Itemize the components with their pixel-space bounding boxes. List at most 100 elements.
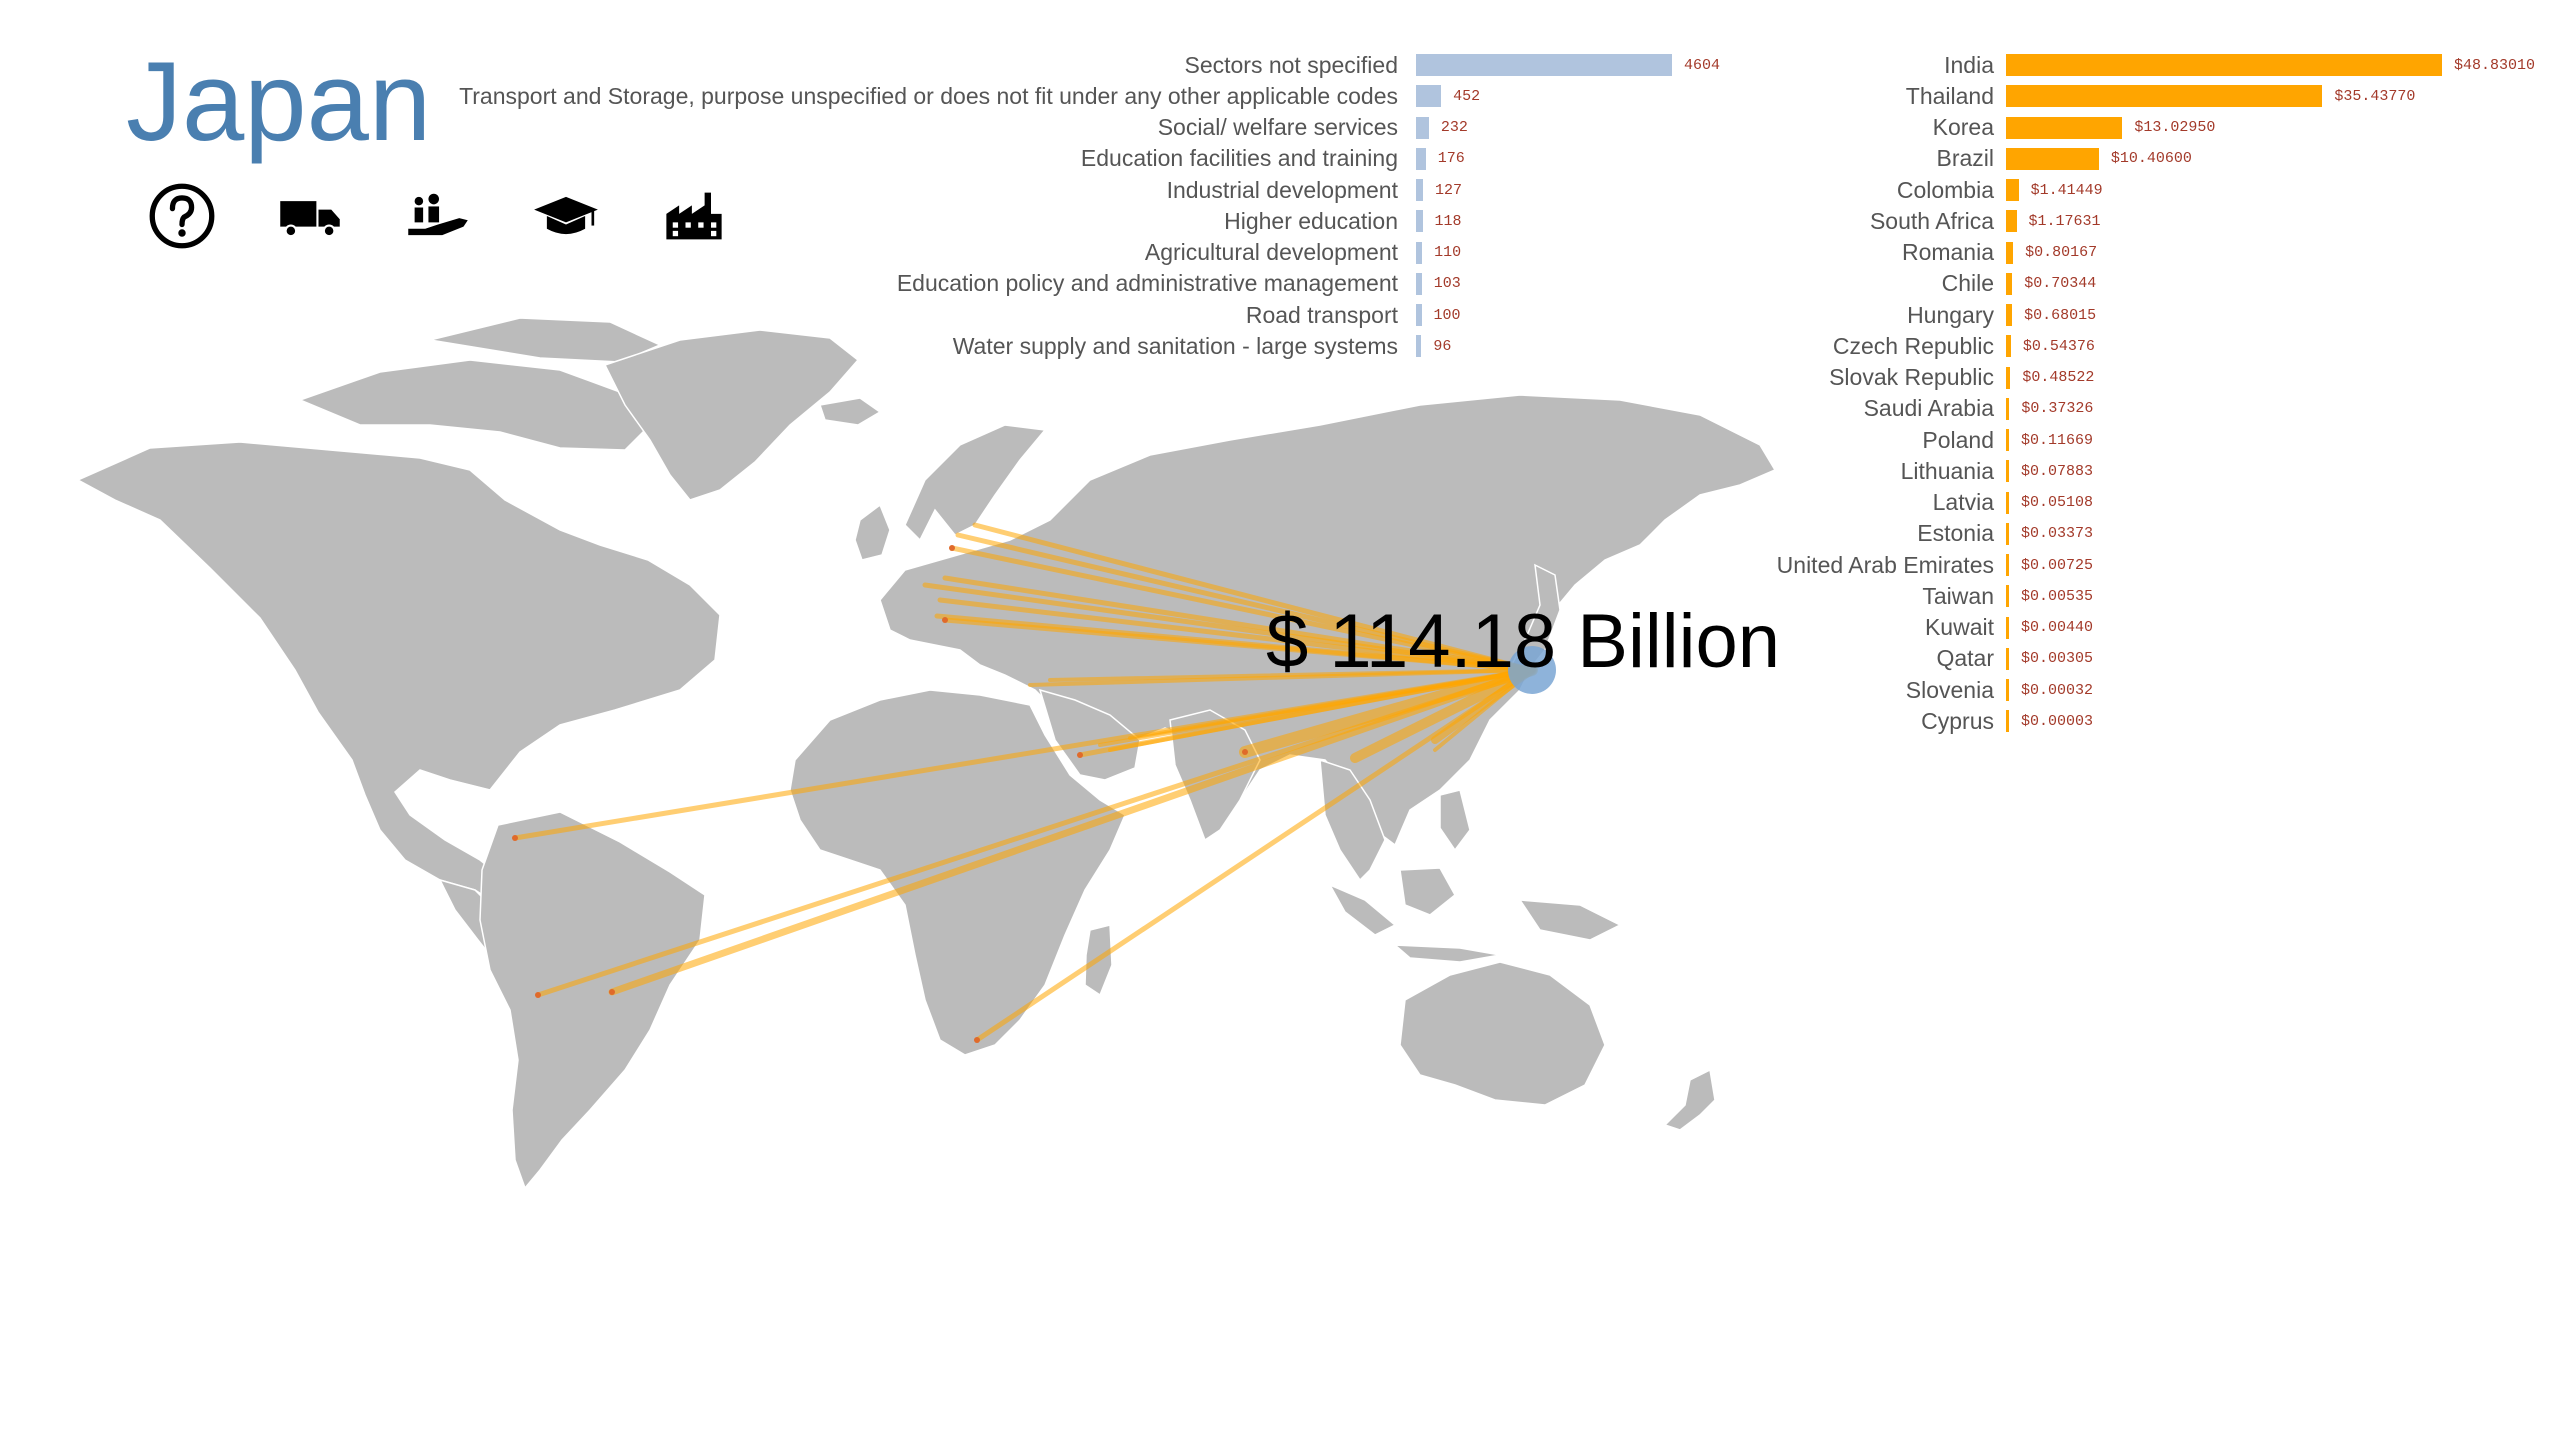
sector-row[interactable]: Social/ welfare services 232	[0, 113, 1750, 143]
row-bar	[2006, 585, 2009, 608]
sector-row[interactable]: Transport and Storage, purpose unspecifi…	[0, 81, 1750, 111]
row-value: $0.68015	[2024, 306, 2097, 324]
row-bar	[2006, 460, 2009, 483]
row-label: Transport and Storage, purpose unspecifi…	[459, 82, 1398, 109]
recipient-row[interactable]: Cyprus $0.00003	[0, 706, 2560, 736]
row-value: $0.37326	[2021, 400, 2094, 418]
sector-row[interactable]: Education facilities and training 176	[0, 144, 1750, 174]
flow-line	[972, 522, 1535, 673]
row-bar	[2006, 679, 2009, 701]
row-value: 110	[1434, 244, 1462, 261]
recipient-row[interactable]: Romania $0.80167	[0, 238, 2560, 268]
row-bar	[2006, 554, 2009, 576]
row-bar	[1416, 272, 1422, 295]
flow-line	[1350, 665, 1537, 763]
greenland	[603, 329, 860, 501]
recipient-row[interactable]: Chile $0.70344	[0, 269, 2560, 299]
sector-row[interactable]: Road transport 100	[0, 300, 1750, 330]
recipient-row[interactable]: Estonia $0.03373	[0, 519, 2560, 549]
recipient-row[interactable]: South Africa $1.17631	[0, 206, 2560, 236]
recipient-row[interactable]: Lithuania $0.07883	[0, 456, 2560, 486]
row-label: Czech Republic	[1832, 332, 1994, 359]
flow-endpoint	[512, 835, 518, 841]
row-bar	[2006, 241, 2014, 264]
row-value: $0.48522	[2022, 369, 2095, 386]
row-bar	[2006, 272, 2013, 295]
recipient-row[interactable]: Colombia $1.41449	[0, 175, 2560, 205]
recipient-row[interactable]: Slovenia $0.00032	[0, 675, 2560, 705]
iceland	[819, 397, 882, 426]
row-value: $35.43770	[2334, 87, 2416, 105]
row-label: Higher education	[1224, 207, 1398, 234]
factory-icon[interactable]	[654, 180, 734, 252]
flow-endpoint	[1242, 749, 1248, 755]
recipient-row[interactable]: Czech Republic $0.54376	[0, 331, 2560, 361]
sector-row[interactable]: Water supply and sanitation - large syst…	[0, 331, 1750, 361]
recipient-row[interactable]: United Arab Emirates $0.00725	[0, 550, 2560, 580]
row-bar	[2006, 335, 2011, 358]
flow-endpoint	[535, 992, 541, 998]
row-value: $10.40600	[2110, 150, 2192, 168]
total-amount: $ 114.18 Billion	[1266, 599, 1781, 684]
recipient-row[interactable]: Taiwan $0.00535	[0, 581, 2560, 611]
question-icon[interactable]	[142, 180, 222, 252]
flow-line	[608, 666, 1536, 996]
sector-row[interactable]: Agricultural development 110	[0, 238, 1750, 268]
row-label: Slovak Republic	[1829, 364, 1994, 390]
row-value: $0.00535	[2021, 587, 2094, 605]
welfare-icon[interactable]	[398, 180, 478, 252]
recipient-row[interactable]: Saudi Arabia $0.37326	[0, 394, 2560, 424]
row-label: Korea	[1932, 114, 1994, 140]
sector-row[interactable]: Education policy and administrative mana…	[0, 269, 1750, 299]
row-bar	[2006, 54, 2442, 76]
row-label: Sectors not specified	[1184, 51, 1398, 78]
recipient-row[interactable]: Korea $13.02950	[0, 113, 2560, 143]
recipient-row[interactable]: Kuwait $0.00440	[0, 613, 2560, 643]
row-bar	[2006, 616, 2009, 639]
recipient-row[interactable]: Latvia $0.05108	[0, 488, 2560, 518]
row-value: 4604	[1684, 56, 1721, 74]
row-value: 127	[1435, 181, 1463, 199]
row-value: 103	[1433, 275, 1461, 293]
recipient-row[interactable]: India $48.83010	[0, 50, 2560, 80]
row-bar	[1416, 241, 1423, 264]
recipient-row[interactable]: Qatar $0.00305	[0, 644, 2560, 674]
row-value: $0.80167	[2025, 244, 2098, 261]
sector-row[interactable]: Sectors not specified 4604	[0, 50, 1750, 80]
flow-line	[974, 667, 1535, 1043]
row-value: $0.70344	[2024, 275, 2097, 293]
north-america	[76, 441, 721, 911]
sector-row[interactable]: Industrial development 127	[0, 175, 1750, 205]
recipient-row[interactable]: Brazil $10.40600	[0, 144, 2560, 174]
row-label: Education policy and administrative mana…	[896, 270, 1398, 297]
row-value: $0.03373	[2021, 525, 2094, 543]
row-bar	[2006, 179, 2019, 201]
row-value: $0.00032	[2021, 681, 2094, 699]
row-label: Kuwait	[1924, 614, 1994, 640]
philippines	[1439, 789, 1471, 852]
new-guinea	[1518, 899, 1622, 941]
row-bar	[2006, 647, 2009, 670]
recipient-row[interactable]: Poland $0.11669	[0, 425, 2560, 455]
flow-line	[1108, 668, 1534, 752]
row-bar	[2006, 116, 2123, 139]
truck-icon[interactable]	[270, 180, 350, 252]
row-bar	[2006, 147, 2099, 170]
row-value: $48.83010	[2454, 56, 2536, 74]
flow-line	[934, 613, 1535, 673]
row-label: Qatar	[1936, 645, 1994, 672]
graduation-cap-icon[interactable]	[526, 180, 606, 252]
row-label: Colombia	[1896, 176, 1994, 203]
row-bar	[2006, 366, 2011, 389]
row-value: $1.41449	[2030, 181, 2103, 199]
recipient-row[interactable]: Slovak Republic $0.48522	[0, 363, 2560, 393]
sector-row[interactable]: Higher education 118	[0, 206, 1750, 236]
row-label: Estonia	[1917, 520, 1994, 547]
row-bar	[2006, 304, 2013, 326]
recipient-row[interactable]: Thailand $35.43770	[0, 81, 2560, 111]
row-bar	[1416, 210, 1423, 233]
flow-line	[937, 597, 1535, 673]
flow-endpoint	[949, 545, 955, 551]
recipient-row[interactable]: Hungary $0.68015	[0, 300, 2560, 330]
